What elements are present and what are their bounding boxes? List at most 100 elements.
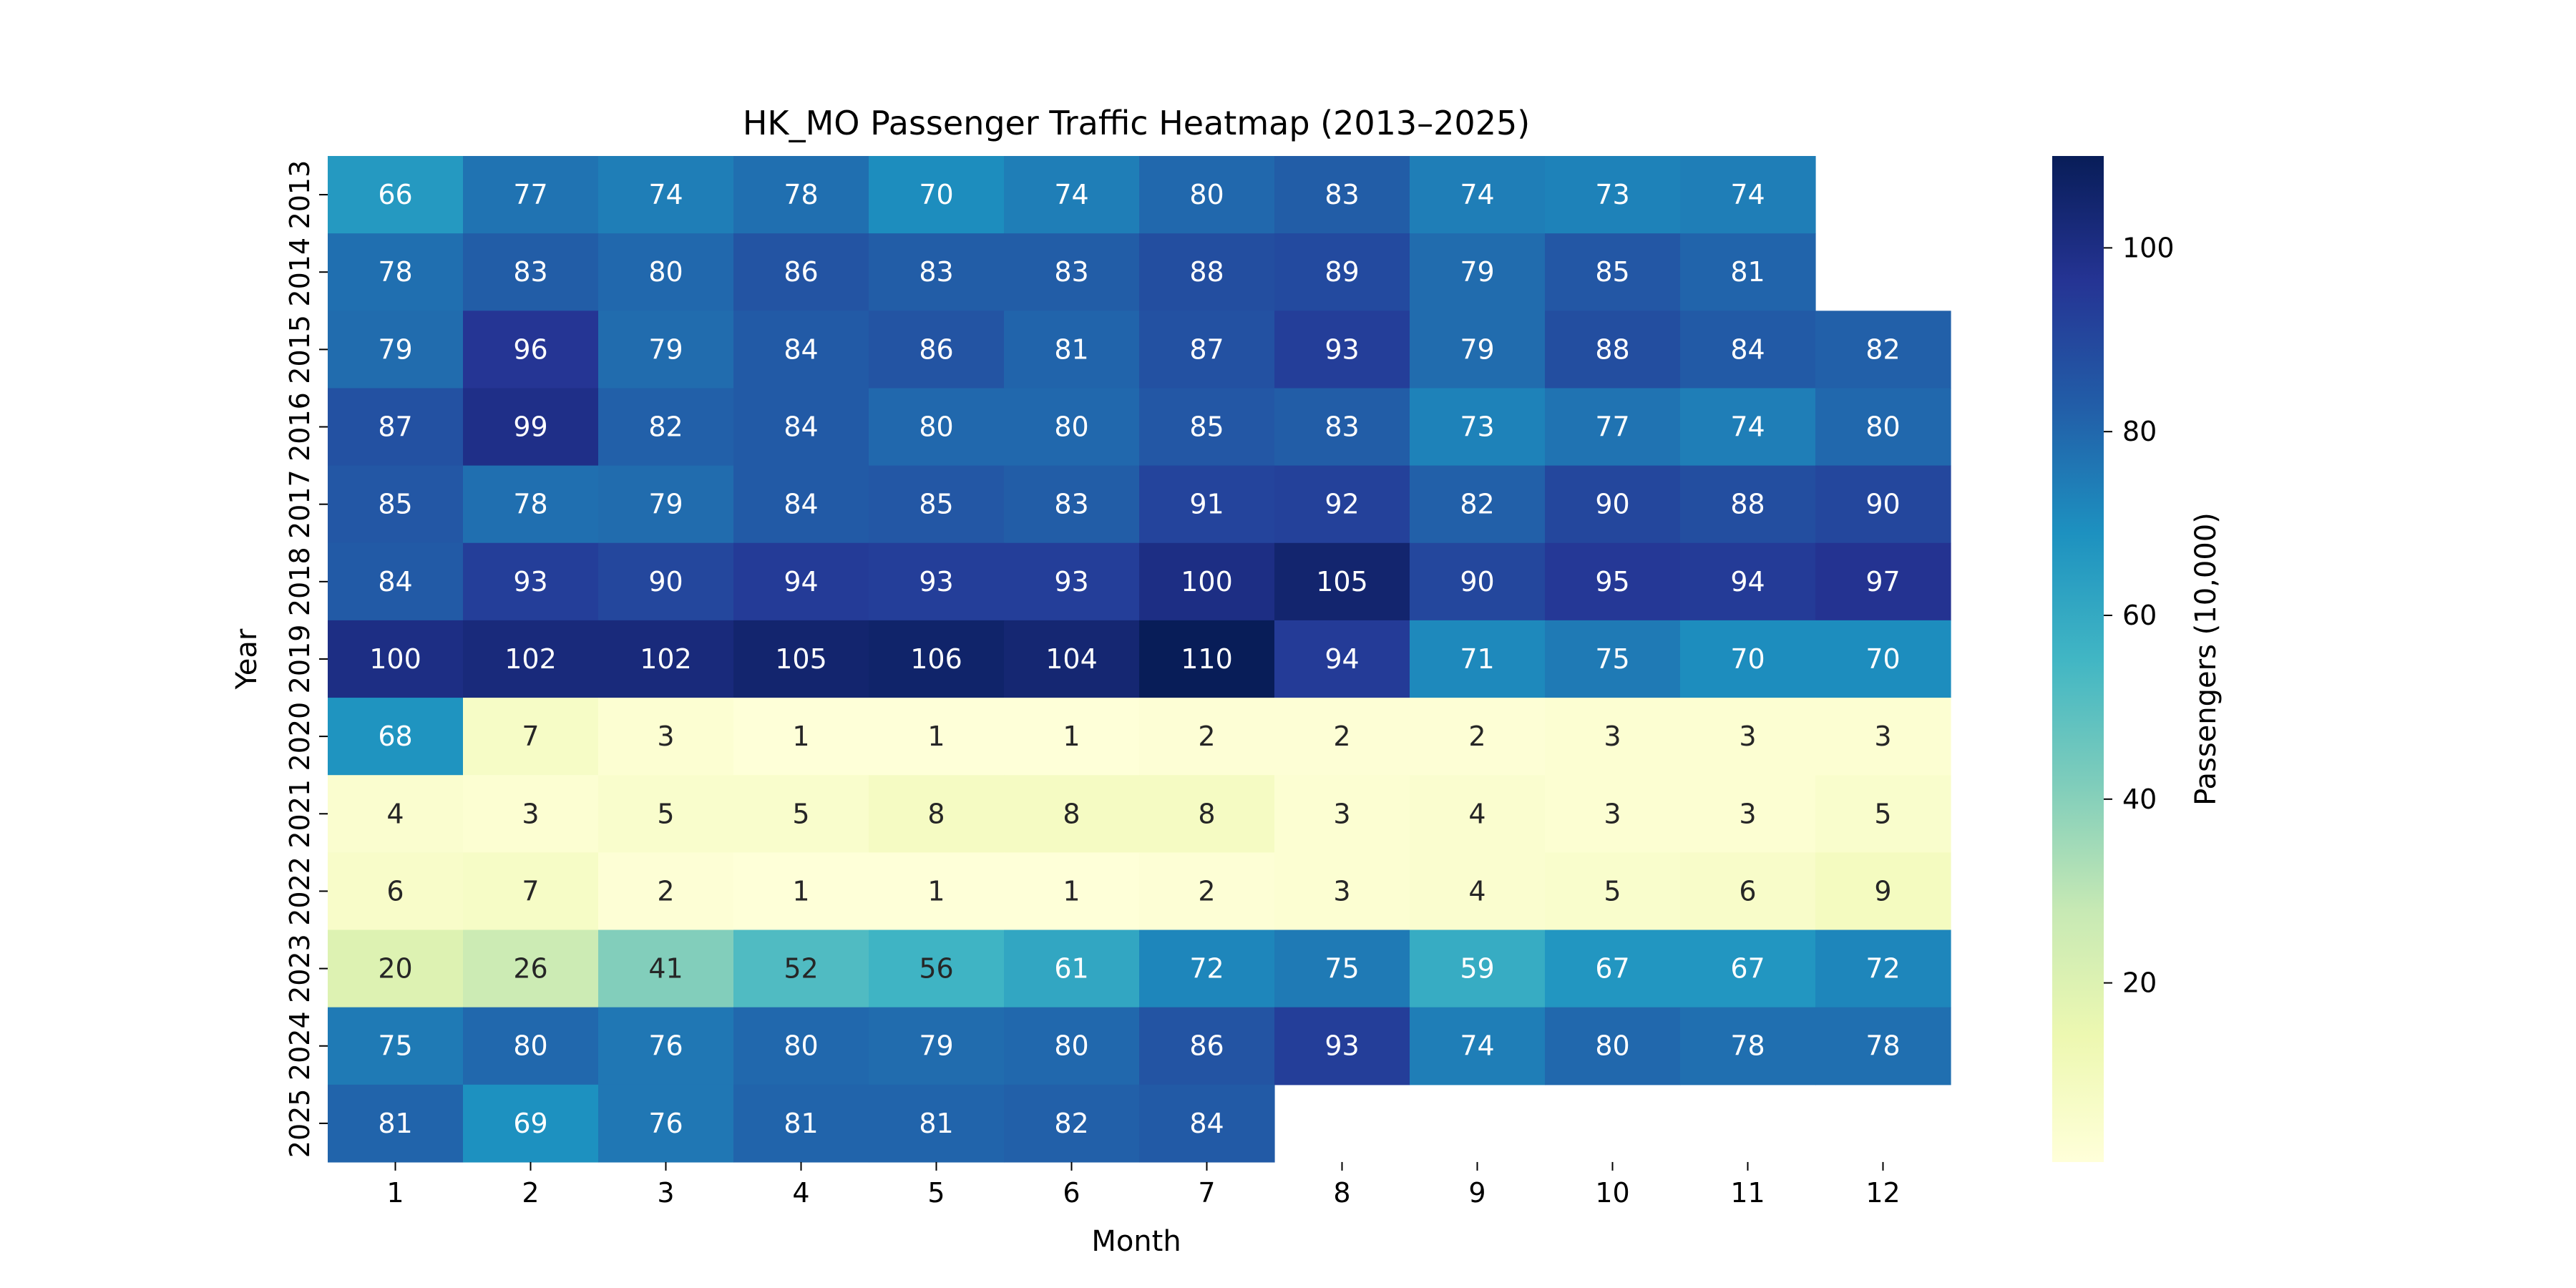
- heatmap-cell: [1680, 388, 1816, 467]
- heatmap-cell: [1410, 233, 1546, 311]
- heatmap-cell: [598, 465, 734, 544]
- heatmap-cell: [1139, 233, 1275, 311]
- heatmap-cell: [1410, 388, 1546, 467]
- cell-value-label: 110: [1181, 643, 1233, 675]
- cell-value-label: 84: [784, 411, 818, 443]
- cell-value-label: 1: [927, 875, 945, 907]
- heatmap-cell: [598, 1007, 734, 1085]
- heatmap-cell: [1139, 930, 1275, 1008]
- cell-value-label: 79: [648, 333, 683, 365]
- heatmap-cell: [869, 852, 1005, 931]
- cell-value-label: 2: [1333, 721, 1350, 752]
- y-tick-label: 2017: [284, 469, 316, 539]
- cell-value-label: 8: [927, 798, 945, 829]
- heatmap-cell: [1139, 698, 1275, 776]
- cell-value-label: 69: [513, 1108, 547, 1139]
- heatmap-cell: [328, 852, 464, 931]
- heatmap-cell: [1410, 775, 1546, 853]
- cell-value-label: 84: [1730, 333, 1765, 365]
- cell-value-label: 5: [1874, 798, 1891, 829]
- cell-value-label: 2: [1198, 875, 1215, 907]
- cell-value-label: 78: [513, 489, 547, 520]
- cell-value-label: 77: [1595, 411, 1629, 443]
- cell-value-label: 104: [1045, 643, 1098, 675]
- cell-value-label: 79: [919, 1030, 953, 1062]
- heatmap-cell: [1274, 311, 1410, 389]
- heatmap-cell: [1139, 1007, 1275, 1085]
- heatmap-cell: [1680, 311, 1816, 389]
- heatmap-cell: [328, 311, 464, 389]
- heatmap-cell: [1274, 542, 1410, 621]
- heatmap-cell: [1545, 698, 1681, 776]
- heatmap-cell: [1274, 1007, 1410, 1085]
- heatmap-cell: [463, 1084, 599, 1163]
- cell-value-label: 87: [378, 411, 412, 443]
- cell-value-label: 86: [784, 256, 818, 288]
- heatmap-cell: [1815, 311, 1951, 389]
- cell-value-label: 85: [378, 489, 412, 520]
- heatmap-cell: [463, 233, 599, 311]
- cell-value-label: 93: [1054, 566, 1088, 597]
- cell-value-label: 84: [378, 566, 412, 597]
- heatmap-cell: [463, 930, 599, 1008]
- cell-value-label: 70: [1730, 643, 1765, 675]
- cell-value-label: 8: [1063, 798, 1080, 829]
- heatmap-cell: [1274, 852, 1410, 931]
- heatmap-cell: [1139, 156, 1275, 234]
- cell-value-label: 85: [1595, 256, 1629, 288]
- heatmap-cell: [1139, 1084, 1275, 1163]
- cell-value-label: 3: [1739, 798, 1756, 829]
- heatmap-cell: [1410, 698, 1546, 776]
- cell-value-label: 3: [522, 798, 539, 829]
- cell-value-label: 80: [1865, 411, 1900, 443]
- heatmap-cell: [1274, 156, 1410, 234]
- heatmap-cell: [598, 156, 734, 234]
- cell-value-label: 2: [657, 875, 674, 907]
- heatmap-cell: [598, 852, 734, 931]
- y-tick-label: 2023: [284, 934, 316, 1003]
- heatmap-cell: [1004, 388, 1140, 467]
- cell-value-label: 80: [919, 411, 953, 443]
- cell-value-label: 8: [1198, 798, 1215, 829]
- heatmap-cell: [1680, 930, 1816, 1008]
- y-tick-label: 2014: [284, 238, 316, 307]
- cell-value-label: 80: [513, 1030, 547, 1062]
- cell-value-label: 67: [1595, 953, 1629, 985]
- cell-value-label: 81: [1054, 333, 1088, 365]
- cell-value-label: 90: [1865, 489, 1900, 520]
- heatmap-cell: [733, 156, 869, 234]
- cell-value-label: 102: [504, 643, 557, 675]
- y-tick-label: 2021: [284, 779, 316, 849]
- colorbar-tick-label: 20: [2122, 967, 2157, 999]
- heatmap-cell: [463, 698, 599, 776]
- cell-value-label: 66: [378, 179, 412, 210]
- x-tick-label: 5: [927, 1177, 945, 1209]
- y-tick-label: 2024: [284, 1011, 316, 1080]
- cell-value-label: 82: [648, 411, 683, 443]
- cell-value-label: 3: [1333, 875, 1350, 907]
- cell-value-label: 3: [657, 721, 674, 752]
- x-tick-label: 10: [1595, 1177, 1629, 1209]
- cell-value-label: 4: [1468, 875, 1485, 907]
- cell-value-label: 92: [1324, 489, 1359, 520]
- heatmap-cell: [1410, 852, 1546, 931]
- heatmap-cell: [1139, 852, 1275, 931]
- cell-value-label: 3: [1604, 798, 1621, 829]
- heatmap-cell: [328, 156, 464, 234]
- x-tick-label: 11: [1730, 1177, 1765, 1209]
- heatmap-cell: [328, 1007, 464, 1085]
- x-tick-label: 12: [1865, 1177, 1900, 1209]
- heatmap-cell: [1545, 465, 1681, 544]
- heatmap-cell: [869, 1084, 1005, 1163]
- colorbar-label: Passengers (10,000): [2190, 512, 2223, 806]
- x-tick-label: 4: [792, 1177, 809, 1209]
- y-tick-label: 2015: [284, 315, 316, 384]
- cell-value-label: 95: [1595, 566, 1629, 597]
- heatmap-cell: [1274, 465, 1410, 544]
- cell-value-label: 52: [784, 953, 818, 985]
- cell-value-label: 76: [648, 1030, 683, 1062]
- heatmap-cell: [1815, 388, 1951, 467]
- cell-value-label: 26: [513, 953, 547, 985]
- heatmap-cell: [1004, 233, 1140, 311]
